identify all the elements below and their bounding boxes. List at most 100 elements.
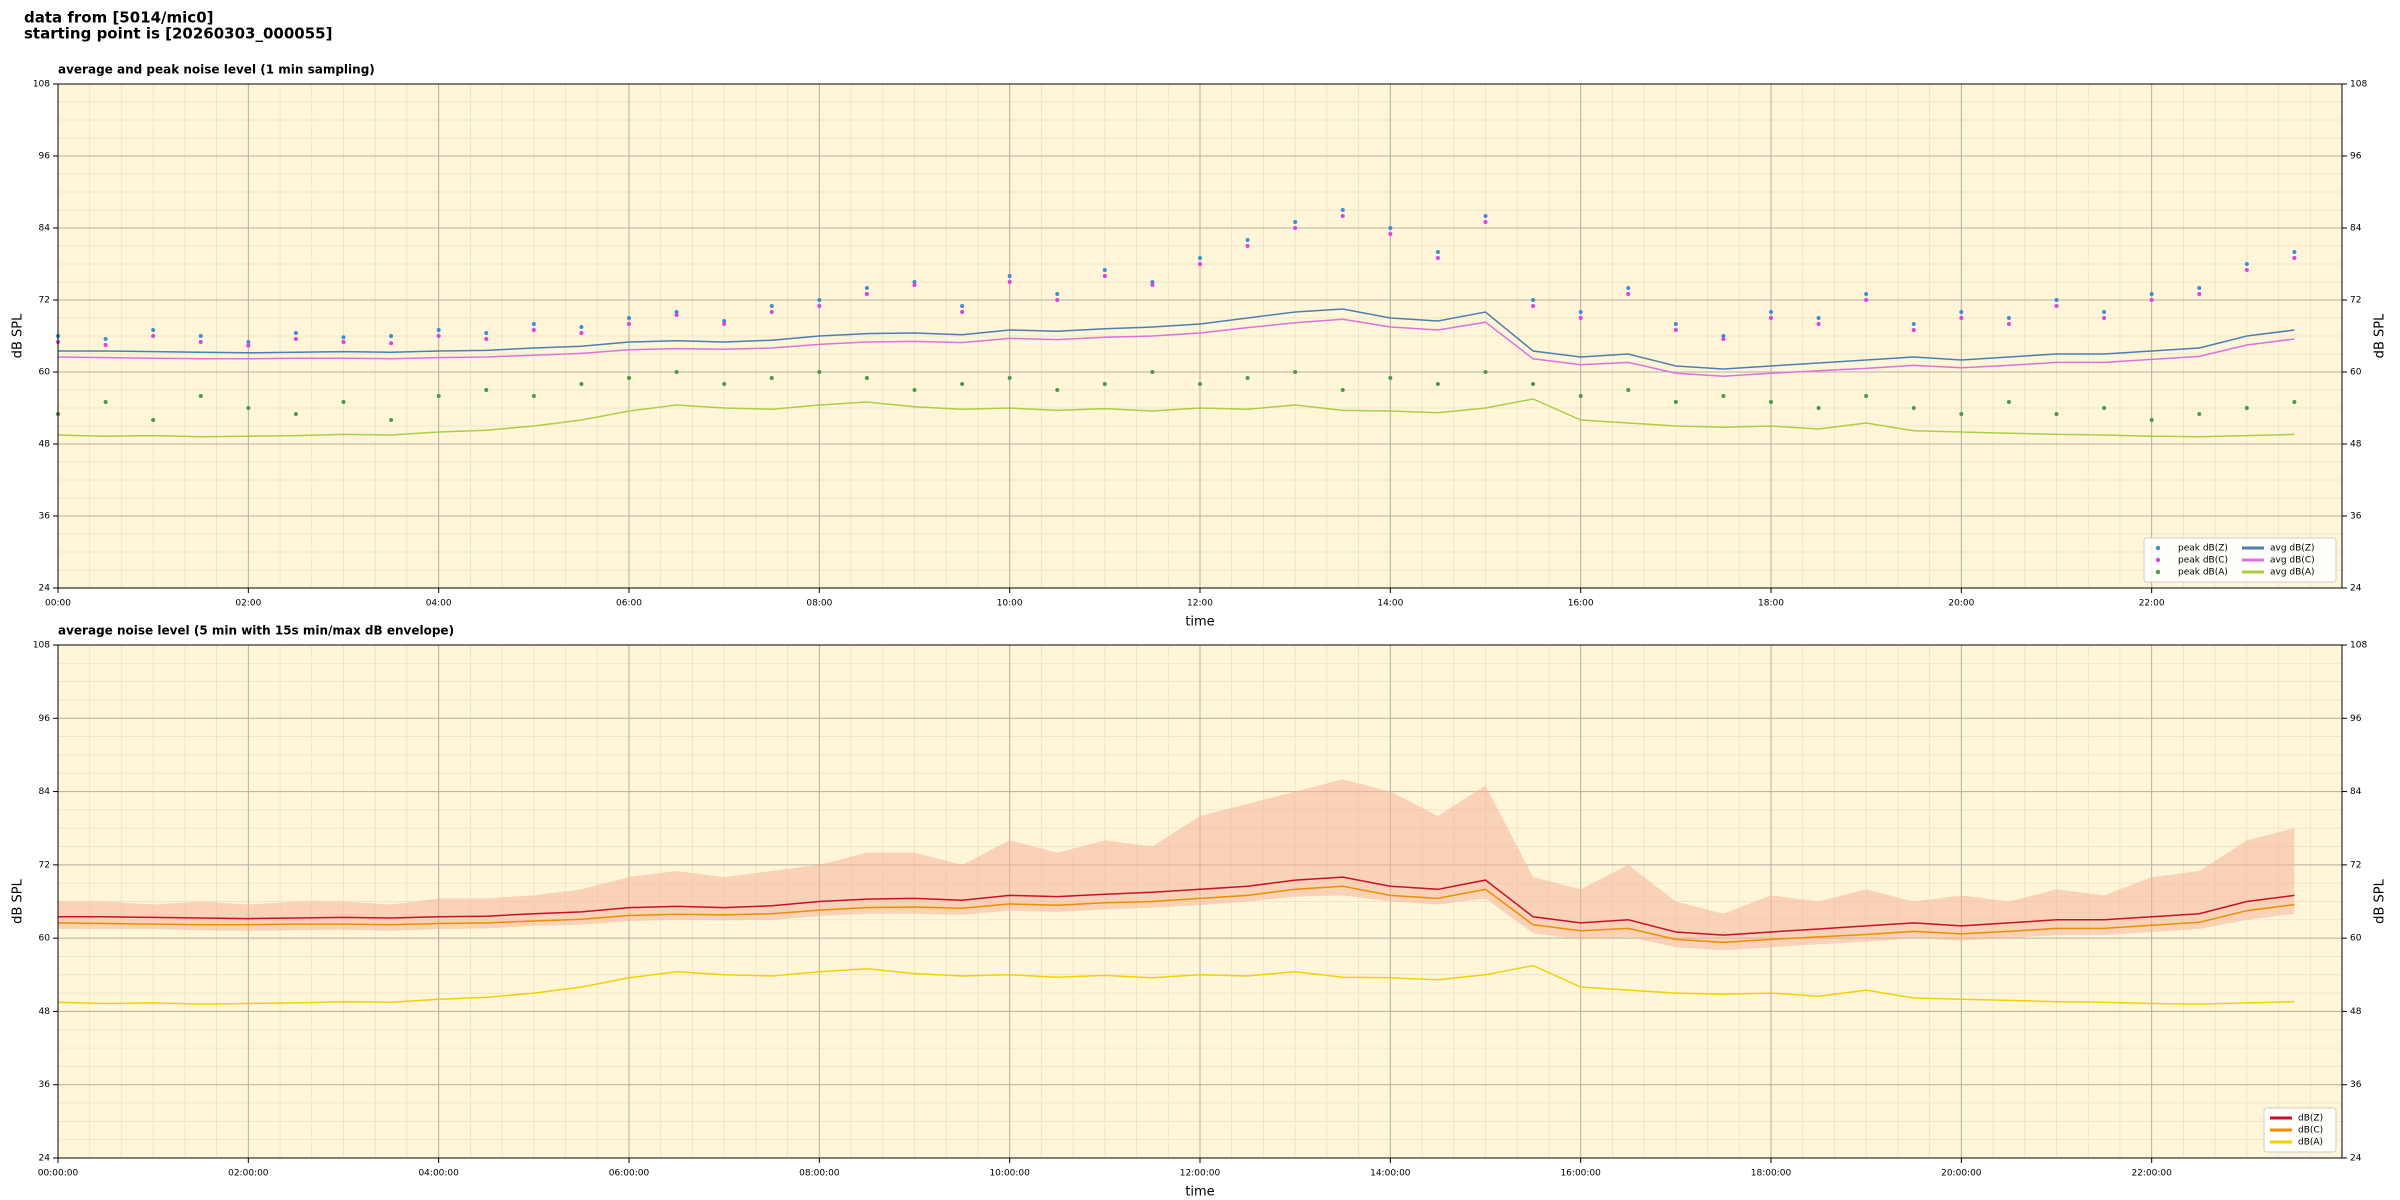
x-tick-label: 18:00:00 [1751,1169,1792,1179]
peak-point [817,370,822,374]
peak-point [1198,382,1202,386]
peak-point [1959,310,1964,314]
peak-point [1293,226,1298,230]
y-tick-label: 84 [39,224,51,234]
line [57,885,2295,944]
peak-point [2006,316,2011,320]
peak-point [198,394,203,398]
peak-point [1769,316,1773,320]
peak-point [1198,256,1202,260]
peak-point [2149,292,2154,296]
x-tick-label: 16:00 [1568,599,1594,609]
peak-point [389,341,394,346]
x-tick-label: 08:00 [806,599,832,609]
peak-point [293,412,298,416]
peak-point [627,376,631,380]
peak-point [2244,262,2249,266]
peak-point [103,337,108,341]
y-tick-label: 108 [33,80,50,90]
peak-point [1769,310,1773,314]
peak-point [1007,376,1012,380]
peak-point [103,400,108,404]
peak-point [1435,382,1440,386]
line [58,308,2295,370]
y-axis-label: dB SPL [11,878,26,923]
peak-point [817,298,822,302]
legend-swatch [2155,557,2161,563]
peak-point [1007,274,1012,278]
peak-point [1911,328,1916,332]
peak-point [2102,406,2107,410]
y-tick-label: 36 [39,512,51,522]
y-tick-label: 48 [2350,440,2362,450]
y-tick-label: 60 [39,934,51,944]
peak-point [1626,292,1631,296]
x-tick-label: 22:00:00 [2131,1169,2172,1179]
figure-title: data from [5014/mic0] [24,9,214,27]
peak-point [912,283,917,287]
peak-point [436,394,441,398]
peak-point [389,334,394,338]
x-tick-label: 20:00:00 [1941,1169,1982,1179]
peak-point [1245,376,1250,380]
y-tick-label: 84 [2350,787,2362,797]
y-tick-label: 108 [2350,80,2367,90]
peak-point [2244,268,2249,272]
x-tick-label: 00:00 [45,599,71,609]
x-tick-label: 16:00:00 [1560,1169,1601,1179]
peak-point [1102,268,1107,272]
peak-point [1388,226,1393,230]
peak-point [2149,418,2154,422]
peak-point [198,334,203,338]
peak-point [531,322,536,326]
peak-point [1721,337,1726,341]
peak-point [1816,322,1821,326]
x-tick-label: 10:00 [997,599,1023,609]
legend-swatch [2155,569,2161,575]
x-tick-label: 06:00 [616,599,642,609]
x-tick-label: 00:00:00 [38,1169,79,1179]
peak-point [2197,286,2202,290]
peak-point [1150,370,1155,374]
x-tick-label: 12:00:00 [1180,1169,1221,1179]
peak-point [1578,394,1583,398]
peak-point [1150,283,1155,287]
y-axis-label: dB SPL [11,313,26,358]
peak-point [1150,280,1155,284]
peak-point [1864,292,1869,296]
x-tick-label: 06:00:00 [609,1169,650,1179]
y-tick-label: 72 [2350,296,2361,306]
peak-point [2054,304,2059,308]
peak-point [1531,382,1536,386]
peak-point [722,382,727,386]
x-tick-label: 10:00:00 [989,1169,1030,1179]
y-tick-label: 36 [2350,1080,2362,1090]
peak-point [2292,256,2297,260]
peak-point [2054,412,2059,416]
peak-point [484,388,489,392]
plot-frame [57,644,2343,1159]
peak-point [2149,298,2154,302]
y-tick-label: 24 [2350,584,2362,594]
peak-point [341,335,346,340]
envelope [58,779,2295,951]
peak-point [1721,334,1726,338]
y-axis-label: dB SPL [2373,878,2388,923]
peak-point [1911,406,1916,410]
peak-point [1626,388,1631,392]
peak-point [2292,400,2297,404]
figure-title: starting point is [20260303_000055] [24,25,332,43]
peak-point [151,418,156,422]
peak-point [531,394,536,398]
y-tick-label: 36 [39,1080,51,1090]
x-tick-label: 14:00:00 [1370,1169,1411,1179]
y-tick-label: 48 [2350,1007,2362,1017]
peak-point [484,337,489,341]
peak-point [674,313,679,317]
x-tick-label: 12:00 [1187,599,1213,609]
peak-point [579,331,584,335]
peak-point [246,340,251,344]
legend-box [2143,537,2337,583]
peak-point [341,340,346,344]
